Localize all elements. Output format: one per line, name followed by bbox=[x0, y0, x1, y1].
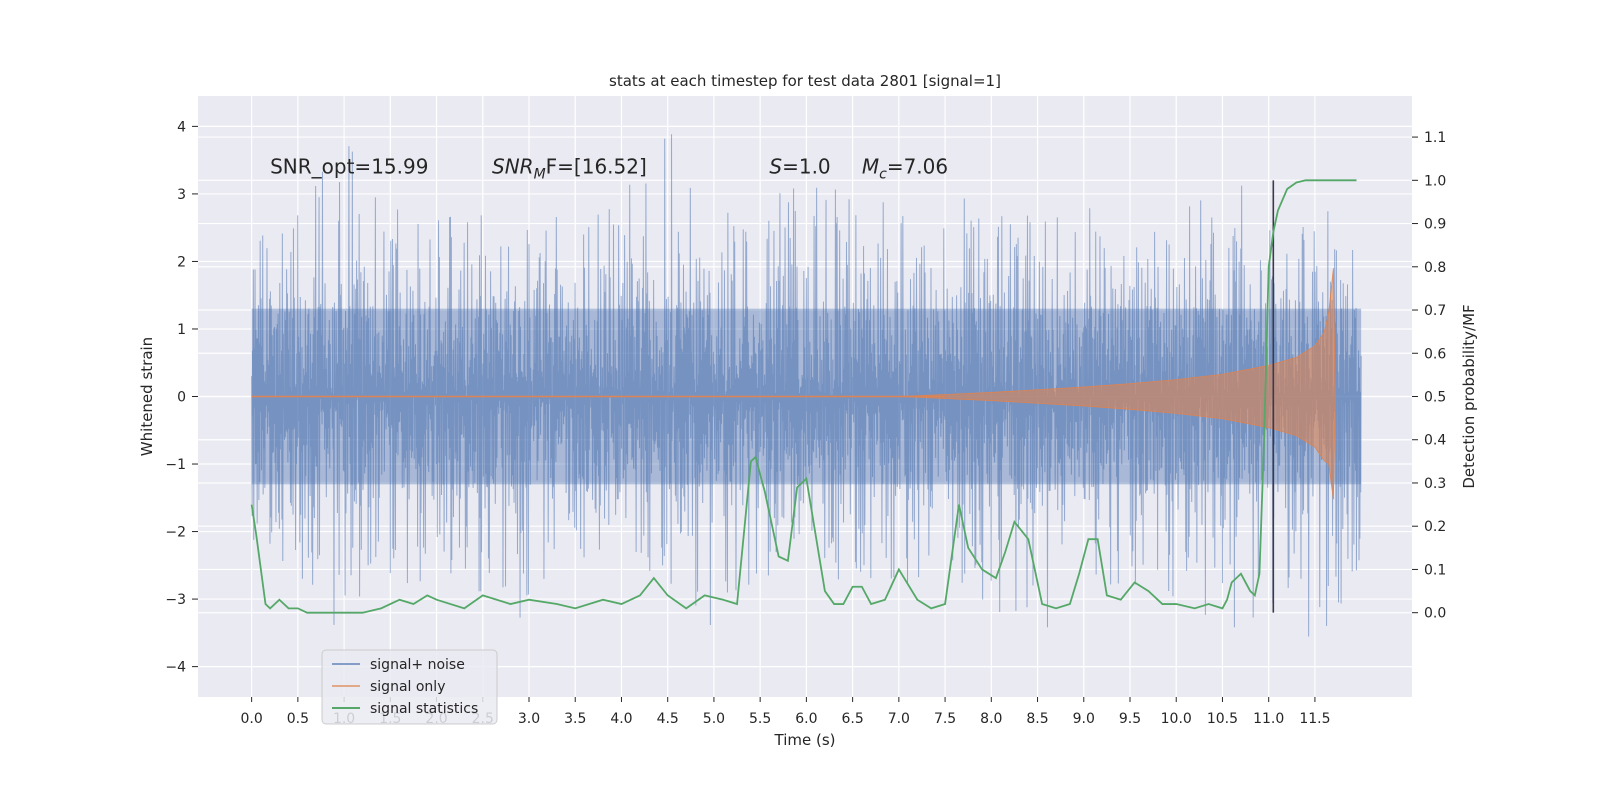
x-tick-label-12: 6.0 bbox=[795, 711, 817, 727]
legend: signal+ noise signal only signal statistic… bbox=[321, 649, 498, 725]
y-tick-label-8: −4 bbox=[165, 660, 186, 676]
x-tick-label-19: 9.5 bbox=[1119, 711, 1141, 727]
x-tick-label-21: 10.5 bbox=[1207, 711, 1238, 727]
y-axis-label: Whitened strain bbox=[138, 337, 156, 456]
legend-label-0: signal+ noise bbox=[370, 657, 465, 673]
y2-axis-label: Detection probability/MF bbox=[1460, 304, 1478, 488]
axis-ticks: 0.00.51.01.52.02.53.03.54.04.55.05.56.06… bbox=[165, 119, 1446, 727]
y2-tick-label-11: 0.0 bbox=[1424, 606, 1446, 622]
x-tick-label-16: 8.0 bbox=[980, 711, 1002, 727]
x-tick-label-6: 3.0 bbox=[518, 711, 540, 727]
x-axis-label: Time (s) bbox=[774, 731, 836, 749]
x-tick-label-1: 0.5 bbox=[287, 711, 309, 727]
legend-label-1: signal only bbox=[370, 679, 445, 695]
x-tick-label-13: 6.5 bbox=[841, 711, 863, 727]
series-signal-statistics bbox=[250, 179, 1357, 614]
x-tick-label-18: 9.0 bbox=[1073, 711, 1095, 727]
x-tick-label-0: 0.0 bbox=[240, 711, 262, 727]
y2-tick-label-7: 0.4 bbox=[1424, 433, 1446, 449]
y2-tick-label-10: 0.1 bbox=[1424, 562, 1446, 578]
y-tick-label-0: 4 bbox=[177, 119, 186, 135]
annotation-mc-value: Mc=7.06 bbox=[862, 155, 948, 183]
x-tick-label-10: 5.0 bbox=[703, 711, 725, 727]
y2-tick-label-0: 1.1 bbox=[1424, 130, 1446, 146]
series-signal-only bbox=[251, 268, 1336, 500]
x-tick-label-9: 4.5 bbox=[657, 711, 679, 727]
y-tick-label-6: −2 bbox=[165, 525, 186, 541]
signal-envelope bbox=[251, 268, 1336, 500]
x-tick-label-17: 8.5 bbox=[1026, 711, 1048, 727]
annotation-snr-opt: SNR_opt=15.99 bbox=[270, 155, 428, 179]
y2-tick-label-3: 0.8 bbox=[1424, 260, 1446, 276]
y2-tick-label-1: 1.0 bbox=[1424, 173, 1446, 189]
statistics-line bbox=[250, 179, 1357, 614]
x-tick-label-22: 11.0 bbox=[1253, 711, 1284, 727]
y-tick-label-7: −3 bbox=[165, 592, 186, 608]
annotations: SNR_opt=15.99 SNRMF=[16.52] S=1.0 Mc=7.06 bbox=[270, 155, 948, 183]
y-tick-label-5: −1 bbox=[165, 457, 186, 473]
y2-tick-label-9: 0.2 bbox=[1424, 519, 1446, 535]
x-tick-label-23: 11.5 bbox=[1299, 711, 1330, 727]
x-tick-label-7: 3.5 bbox=[564, 711, 586, 727]
legend-box bbox=[321, 649, 498, 725]
annotation-s-value: S=1.0 bbox=[769, 155, 830, 179]
chart-title: stats at each timestep for test data 280… bbox=[609, 72, 1001, 90]
y2-tick-label-8: 0.3 bbox=[1424, 476, 1446, 492]
y-tick-label-3: 1 bbox=[177, 322, 186, 338]
legend-label-2: signal statistics bbox=[370, 701, 478, 717]
y2-tick-label-5: 0.6 bbox=[1424, 346, 1446, 362]
y2-tick-label-6: 0.5 bbox=[1424, 390, 1446, 406]
y-tick-label-4: 0 bbox=[177, 390, 186, 406]
x-tick-label-8: 4.0 bbox=[610, 711, 632, 727]
x-tick-label-14: 7.0 bbox=[888, 711, 910, 727]
x-tick-label-11: 5.5 bbox=[749, 711, 771, 727]
x-tick-label-15: 7.5 bbox=[934, 711, 956, 727]
y2-tick-label-2: 0.9 bbox=[1424, 217, 1446, 233]
y-tick-label-2: 2 bbox=[177, 254, 186, 270]
x-tick-label-20: 10.0 bbox=[1161, 711, 1192, 727]
y2-tick-label-4: 0.7 bbox=[1424, 303, 1446, 319]
annotation-snr-mf: SNRMF=[16.52] bbox=[492, 155, 647, 183]
noise-line bbox=[251, 134, 1362, 637]
y-tick-label-1: 3 bbox=[177, 187, 186, 203]
